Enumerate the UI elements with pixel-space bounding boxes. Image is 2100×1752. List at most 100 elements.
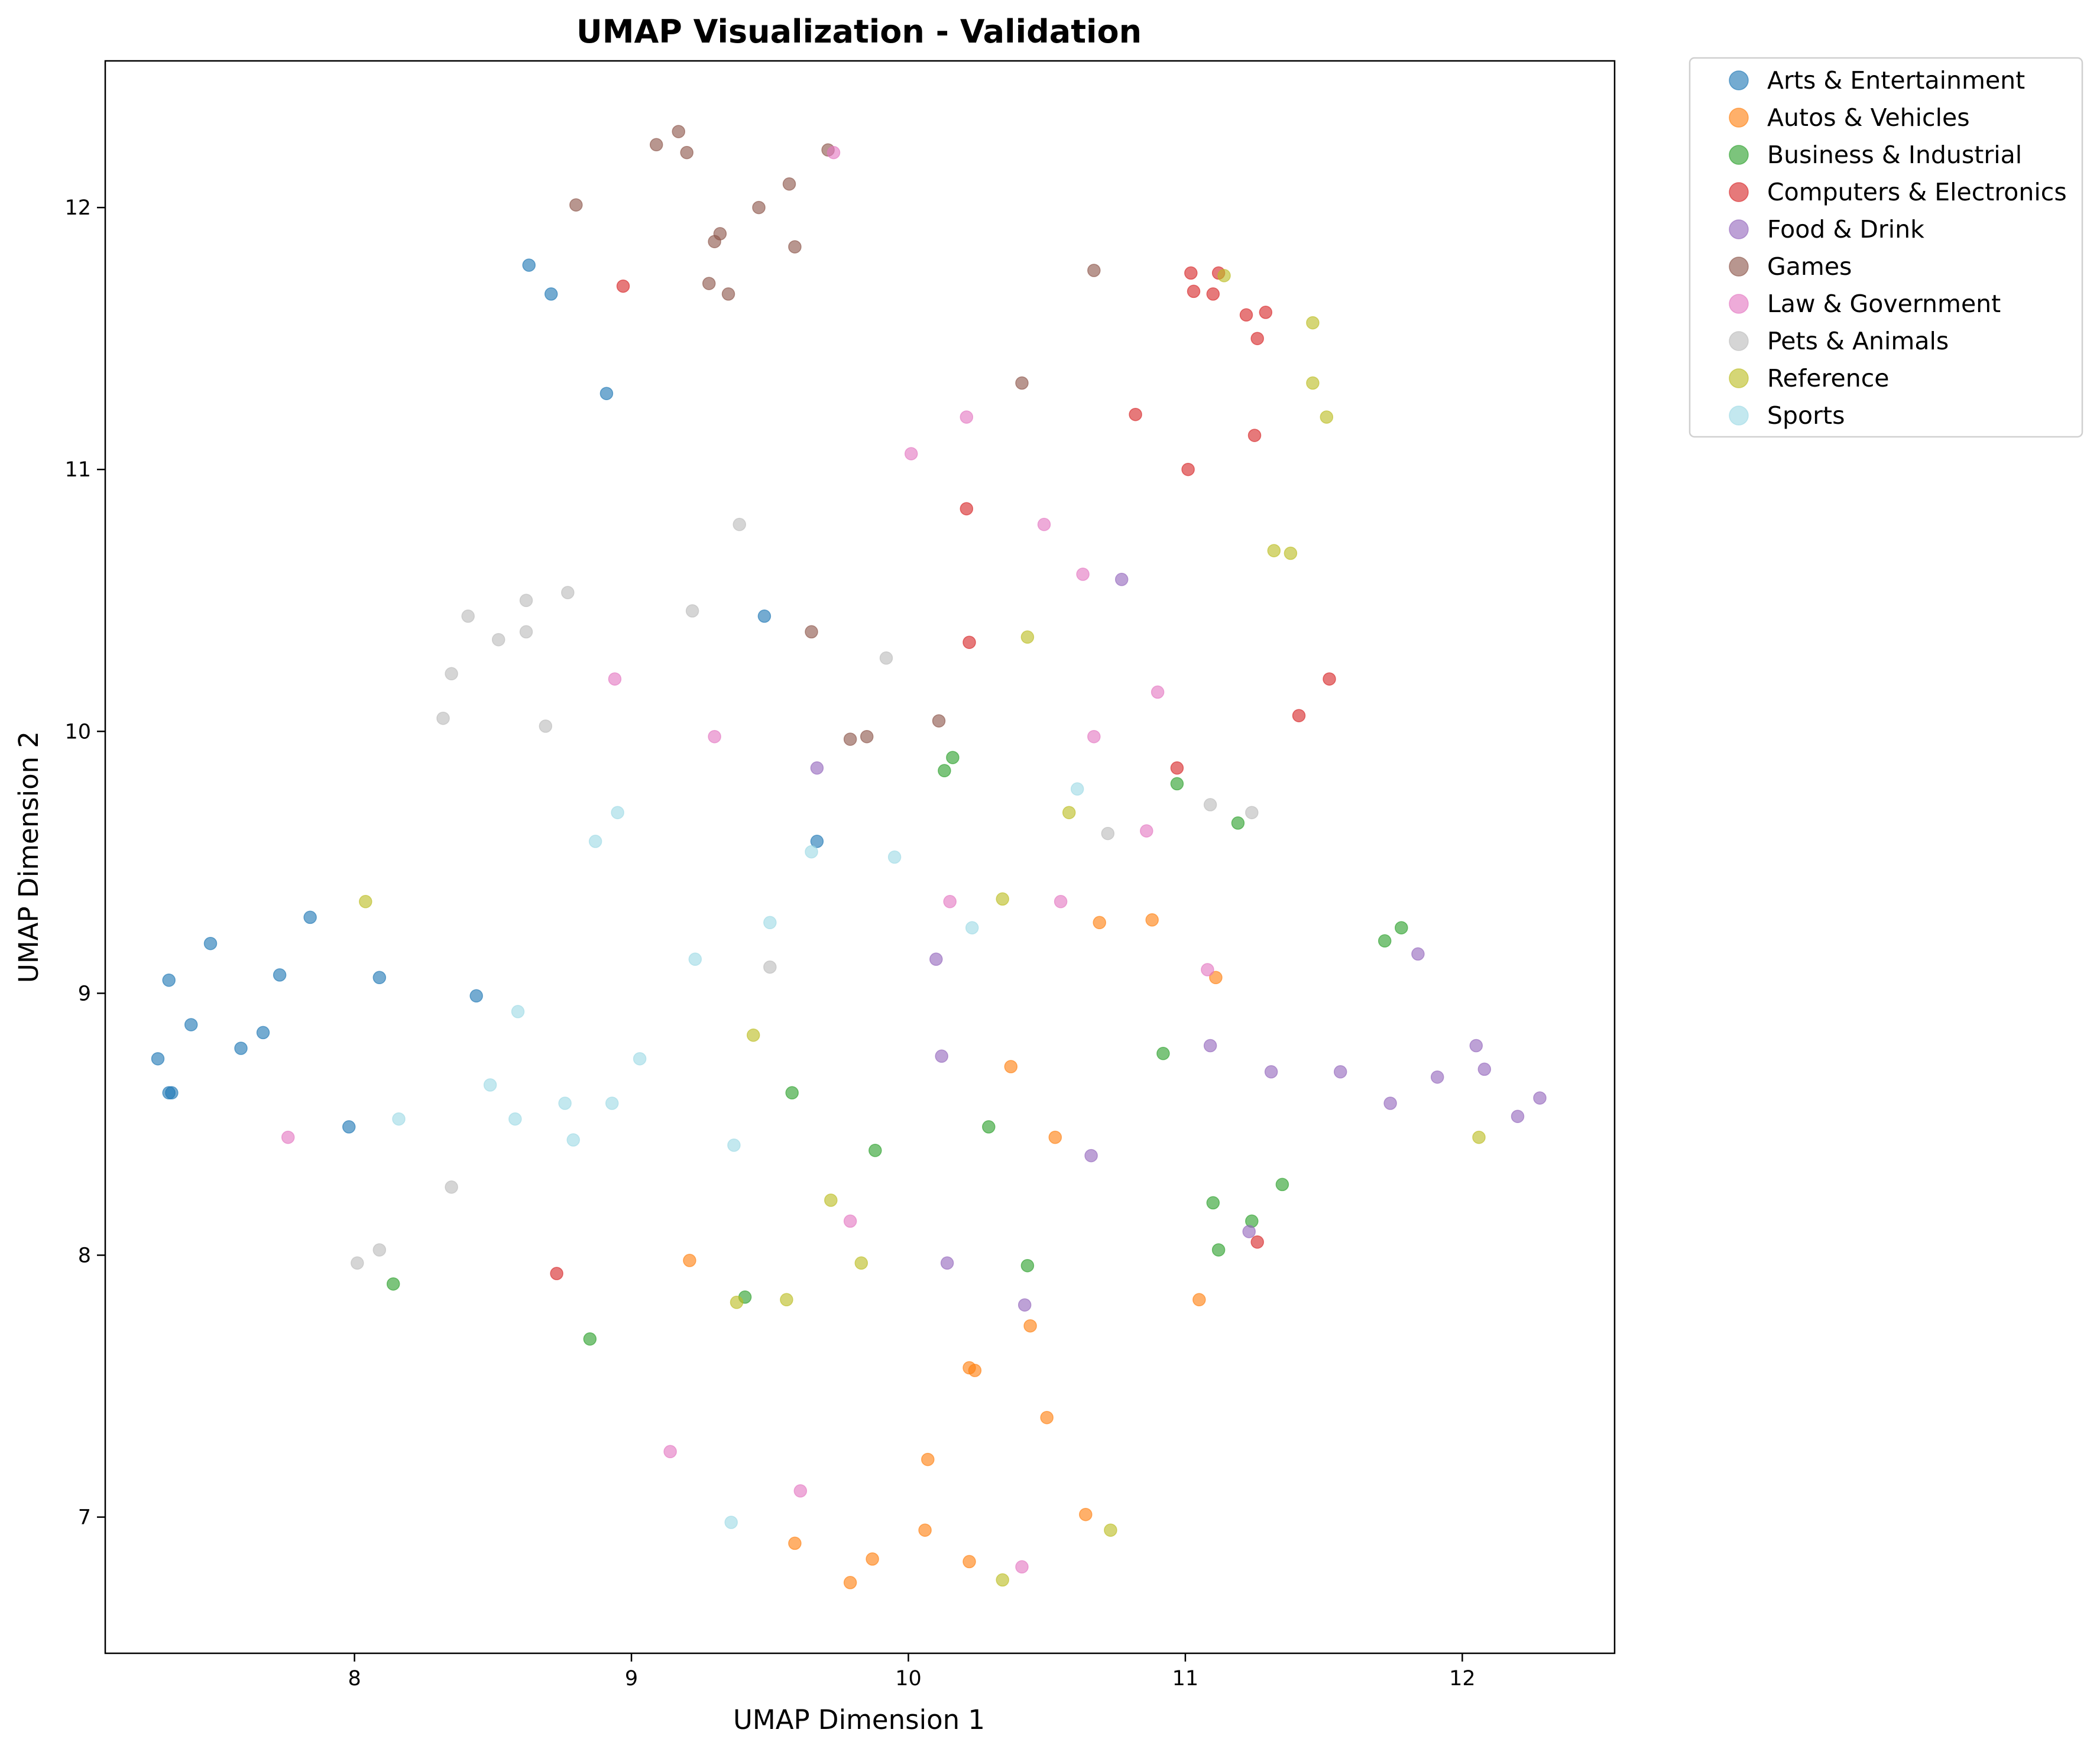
point-food-drink-6 bbox=[1469, 1039, 1483, 1053]
point-food-drink-1 bbox=[1114, 573, 1129, 586]
point-food-drink-18 bbox=[1017, 1298, 1032, 1312]
point-business-industrial-4 bbox=[1231, 816, 1245, 830]
point-business-industrial-14 bbox=[1211, 1243, 1226, 1257]
point-pets-animals-13 bbox=[1245, 806, 1259, 819]
point-arts-entertainment-12 bbox=[184, 1018, 198, 1031]
legend-marker-games bbox=[1729, 257, 1749, 277]
point-law-government-13 bbox=[1201, 963, 1214, 976]
point-law-government-5 bbox=[1076, 567, 1090, 581]
point-reference-10 bbox=[996, 892, 1009, 906]
point-food-drink-4 bbox=[929, 952, 943, 966]
point-food-drink-10 bbox=[1477, 1062, 1492, 1076]
point-law-government-6 bbox=[1151, 685, 1165, 699]
point-sports-16 bbox=[566, 1133, 580, 1147]
point-food-drink-9 bbox=[1333, 1065, 1347, 1079]
point-reference-3 bbox=[1306, 376, 1320, 390]
point-pets-animals-4 bbox=[461, 609, 475, 623]
point-business-industrial-12 bbox=[1206, 1196, 1220, 1210]
point-pets-animals-14 bbox=[1101, 826, 1115, 841]
point-sports-6 bbox=[763, 916, 777, 930]
legend-label-business-industrial: Business & Industrial bbox=[1767, 141, 2022, 169]
point-law-government-17 bbox=[793, 1484, 808, 1498]
point-food-drink-16 bbox=[1242, 1225, 1256, 1238]
point-games-1 bbox=[672, 125, 685, 138]
point-autos-vehicles-1 bbox=[1093, 916, 1106, 930]
point-pets-animals-10 bbox=[436, 711, 450, 725]
point-arts-entertainment-6 bbox=[303, 910, 317, 924]
point-games-2 bbox=[649, 138, 663, 152]
legend-marker-autos-vehicles bbox=[1729, 108, 1749, 128]
point-business-industrial-18 bbox=[583, 1332, 597, 1346]
point-business-industrial-1 bbox=[946, 751, 960, 764]
point-pets-animals-18 bbox=[351, 1256, 364, 1270]
point-games-11 bbox=[1087, 264, 1101, 277]
point-arts-entertainment-4 bbox=[757, 609, 772, 623]
point-arts-entertainment-11 bbox=[469, 989, 483, 1003]
point-arts-entertainment-2 bbox=[544, 287, 558, 301]
y-axis-label: UMAP Dimension 2 bbox=[13, 731, 44, 983]
point-games-5 bbox=[782, 177, 796, 191]
point-arts-entertainment-1 bbox=[522, 258, 536, 272]
point-food-drink-14 bbox=[1511, 1109, 1525, 1123]
legend-label-reference: Reference bbox=[1767, 364, 1889, 392]
point-autos-vehicles-8 bbox=[1023, 1319, 1037, 1333]
point-games-18 bbox=[860, 729, 874, 744]
point-sports-2 bbox=[1070, 782, 1084, 796]
point-arts-entertainment-9 bbox=[273, 968, 287, 982]
point-autos-vehicles-14 bbox=[918, 1523, 932, 1537]
point-autos-vehicles-4 bbox=[1004, 1060, 1018, 1073]
point-pets-animals-8 bbox=[879, 651, 893, 665]
legend-label-games: Games bbox=[1767, 252, 1852, 281]
point-computers-electronics-12 bbox=[960, 502, 974, 515]
legend-label-autos-vehicles: Autos & Vehicles bbox=[1767, 103, 1970, 132]
point-food-drink-15 bbox=[1084, 1148, 1098, 1163]
point-reference-14 bbox=[854, 1256, 868, 1270]
point-reference-12 bbox=[1472, 1130, 1486, 1144]
point-sports-18 bbox=[724, 1516, 738, 1529]
y-tick-label-12: 12 bbox=[64, 196, 91, 220]
point-business-industrial-11 bbox=[1275, 1177, 1289, 1192]
point-computers-electronics-15 bbox=[1292, 709, 1306, 722]
point-law-government-14 bbox=[281, 1130, 295, 1144]
point-autos-vehicles-15 bbox=[788, 1536, 802, 1550]
point-sports-12 bbox=[558, 1096, 572, 1110]
y-tick-label-7: 7 bbox=[78, 1506, 91, 1530]
point-games-15 bbox=[805, 625, 818, 639]
point-law-government-4 bbox=[1037, 518, 1051, 531]
point-reference-18 bbox=[996, 1573, 1009, 1587]
point-law-government-12 bbox=[1054, 895, 1068, 909]
y-tick-label-9: 9 bbox=[78, 982, 91, 1005]
point-games-17 bbox=[843, 732, 857, 746]
point-autos-vehicles-5 bbox=[1048, 1130, 1062, 1144]
point-computers-electronics-16 bbox=[1170, 761, 1184, 775]
legend-marker-food-drink bbox=[1729, 219, 1749, 239]
point-business-industrial-8 bbox=[785, 1086, 799, 1100]
legend-marker-sports bbox=[1729, 405, 1749, 426]
point-computers-electronics-11 bbox=[1181, 462, 1195, 476]
point-business-industrial-3 bbox=[1170, 777, 1184, 791]
point-sports-4 bbox=[805, 845, 818, 859]
legend: Arts & Entertainment Autos & Vehicles Busi… bbox=[1689, 57, 2083, 438]
y-tick-label-11: 11 bbox=[64, 458, 91, 482]
y-tick-label-10: 10 bbox=[64, 720, 91, 744]
legend-label-pets-animals: Pets & Animals bbox=[1767, 327, 1949, 355]
point-sports-3 bbox=[588, 835, 602, 848]
point-games-12 bbox=[702, 277, 716, 290]
point-sports-13 bbox=[605, 1096, 619, 1110]
point-reference-5 bbox=[1267, 544, 1281, 557]
point-pets-animals-11 bbox=[539, 719, 553, 733]
point-law-government-11 bbox=[943, 895, 957, 909]
point-autos-vehicles-17 bbox=[962, 1555, 976, 1569]
point-arts-entertainment-7 bbox=[203, 936, 218, 950]
legend-label-arts-entertainment: Arts & Entertainment bbox=[1767, 66, 2025, 95]
legend-marker-pets-animals bbox=[1729, 331, 1749, 351]
legend-label-sports: Sports bbox=[1767, 401, 1845, 430]
point-computers-electronics-6 bbox=[1239, 308, 1253, 322]
point-law-government-3 bbox=[904, 447, 918, 460]
point-games-16 bbox=[932, 714, 946, 728]
point-arts-entertainment-15 bbox=[151, 1052, 165, 1066]
point-food-drink-3 bbox=[1411, 947, 1425, 961]
y-axis: 7 8 9 10 11 12 bbox=[64, 196, 105, 1530]
point-autos-vehicles-11 bbox=[1040, 1410, 1054, 1425]
point-pets-animals-12 bbox=[1203, 798, 1217, 812]
